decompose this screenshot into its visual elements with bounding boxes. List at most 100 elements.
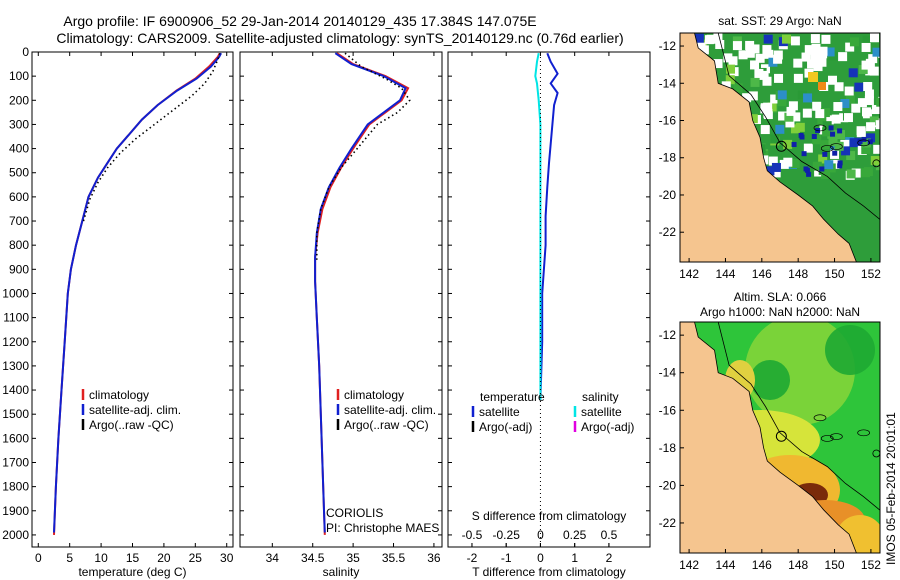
salinity-diff-tick-label: -0.25 (493, 528, 521, 542)
sst-cell (868, 54, 878, 64)
ax-sst-ytick-label: -22 (659, 225, 677, 239)
sst-cell (812, 135, 822, 145)
sst-cell (845, 94, 855, 104)
sst-cell (811, 54, 821, 64)
sst-cell (875, 161, 880, 171)
difference-legend-entry: Argo(-adj) (479, 420, 532, 434)
sst-cell (820, 108, 830, 118)
salinity-frame (239, 51, 443, 548)
temperature-xtick-label: 0 (35, 551, 42, 565)
ax-sla-ytick-label: -16 (659, 403, 677, 417)
sst-cell (754, 68, 764, 78)
sst-cell (841, 146, 851, 156)
ax-sst-frame (679, 32, 881, 263)
sst-cell (846, 151, 856, 161)
sst-cell (820, 140, 830, 150)
sst-cell (862, 35, 872, 45)
sst-cell (861, 145, 871, 155)
sst-cell (704, 35, 714, 45)
sst-cell (866, 122, 876, 132)
sst-cell (778, 111, 788, 121)
sst-cell (762, 76, 772, 86)
depth-tick-label: 1300 (2, 359, 29, 373)
sst-cell (728, 56, 738, 66)
sst-cell (713, 33, 723, 43)
sst-cell (768, 156, 778, 166)
ax-sla-xtick-label: 142 (679, 558, 699, 572)
depth-tick-label: 1800 (2, 480, 29, 494)
sst-cell (777, 97, 787, 107)
ax-sla-ytick-label: -14 (659, 366, 677, 380)
salinity-diff-tick-label: -0.5 (462, 528, 483, 542)
ax-sla-xtick-label: 150 (825, 558, 845, 572)
sst-cell (797, 90, 807, 100)
temperature-frame (31, 51, 234, 548)
sst-cell (849, 37, 859, 47)
sst-cold-cell (819, 166, 825, 172)
ax-sst-xtick-label: 152 (861, 267, 881, 281)
credit-label: IMOS 05-Feb-2014 20:01:01 (884, 412, 898, 565)
sst-cell (851, 103, 861, 113)
sst-map-title: sat. SST: 29 Argo: NaN (718, 14, 841, 28)
sst-cell (725, 64, 735, 74)
sst-cell (763, 34, 773, 44)
sst-cell (783, 157, 793, 167)
depth-tick-label: 2000 (2, 528, 29, 542)
sst-cell (721, 81, 731, 91)
sst-cell (759, 70, 769, 80)
sst-cell (840, 139, 850, 149)
sst-cell (828, 136, 838, 146)
sst-cell (802, 108, 812, 118)
ax-sst-reef-outline (830, 143, 843, 150)
ax-sst-land (680, 33, 857, 262)
sst-cell (875, 120, 880, 130)
sst-cell (790, 124, 800, 134)
sst-cell (748, 91, 758, 101)
depth-tick-label: 1100 (3, 311, 29, 325)
sst-cell (856, 128, 866, 138)
difference-xtick-label: -1 (501, 551, 512, 565)
sst-cold-cell (837, 163, 843, 169)
ax-sla-ytick-label: -20 (659, 478, 677, 492)
sst-cell (812, 161, 822, 171)
ax-sst-xtick-label: 146 (752, 267, 772, 281)
sst-cell (770, 134, 780, 144)
legend-title-salinity: salinity (582, 390, 619, 404)
sst-cell (774, 73, 784, 83)
difference-legend-entry: satellite (581, 405, 622, 419)
ax-sla-xtick-label: 152 (861, 558, 881, 572)
sst-cell (870, 156, 880, 166)
difference-xtick-label: -2 (467, 551, 478, 565)
sst-cell (836, 130, 846, 140)
sst-cell (750, 44, 760, 54)
institution-label: CORIOLIS (326, 506, 383, 520)
sst-cell (750, 60, 760, 70)
sst-cell (872, 47, 880, 57)
difference-frame (447, 51, 651, 548)
sst-cell (762, 45, 772, 55)
difference-legend-entry: satellite (479, 405, 520, 419)
sst-cell (851, 168, 861, 178)
salinity-xtick-label: 34 (266, 551, 280, 565)
sst-cell (738, 50, 748, 60)
depth-tick-label: 900 (9, 262, 29, 276)
sst-cell (742, 93, 752, 103)
depth-tick-label: 200 (9, 93, 29, 107)
sst-cold-cell (857, 138, 863, 144)
sst-cell (824, 115, 834, 125)
difference-xlabel-top: S difference from climatology (472, 509, 627, 523)
sst-cell (745, 48, 755, 58)
difference-panel: -2 -1 0 1 2T difference from climatology S di… (447, 51, 651, 579)
sst-cell (821, 170, 831, 180)
ax-sst-field (680, 33, 880, 262)
sst-cell (814, 167, 824, 177)
ax-sst-xtick-label: 150 (825, 267, 845, 281)
sst-cell (793, 73, 803, 83)
sst-cell (765, 166, 775, 176)
salinity-xtick-label: 35.5 (382, 551, 406, 565)
salinity-diff-tick-label: 0.5 (601, 528, 618, 542)
sst-cell (822, 127, 832, 137)
ax-sst-ytick-label: -20 (659, 188, 677, 202)
depth-tick-label: 100 (9, 69, 29, 83)
